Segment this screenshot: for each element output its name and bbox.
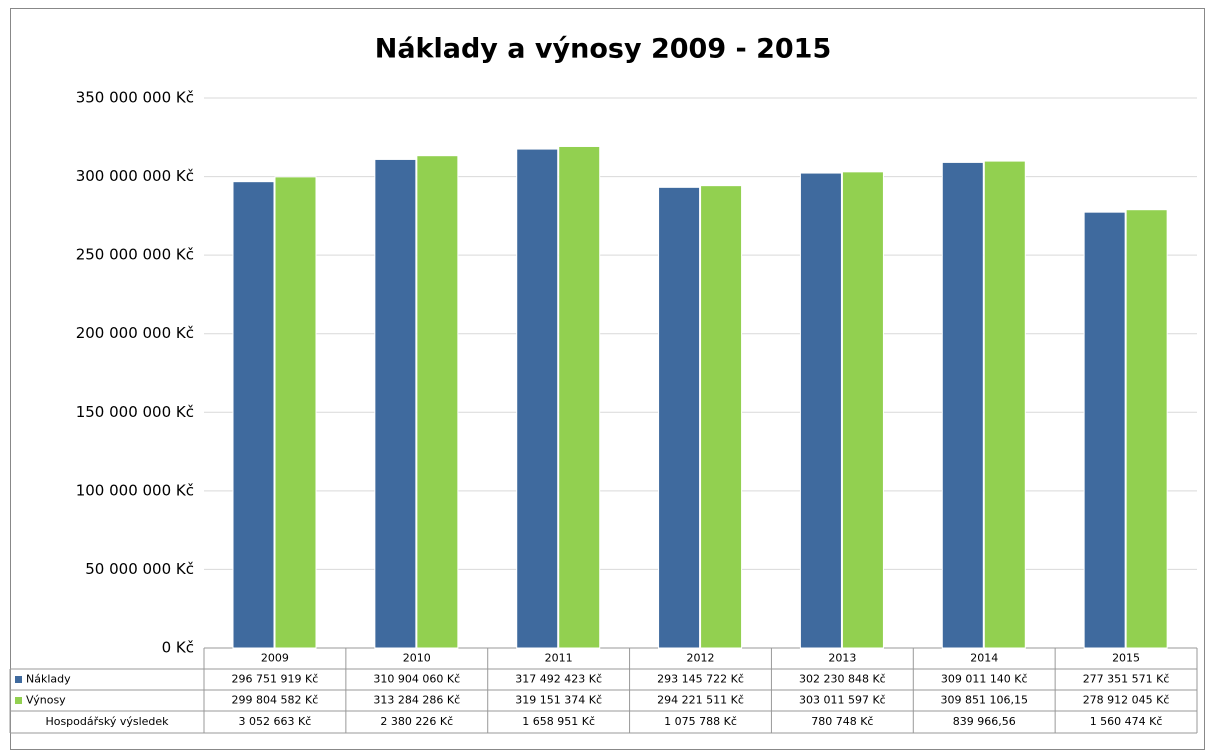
- y-tick-label: 150 000 000 Kč: [76, 403, 194, 421]
- table-cell: 302 230 848 Kč: [799, 673, 886, 686]
- y-tick-label: 100 000 000 Kč: [76, 481, 194, 499]
- bar: [416, 155, 459, 649]
- x-tick-label: 2015: [1112, 652, 1140, 665]
- bar: [658, 186, 701, 649]
- table-cell: 780 748 Kč: [811, 715, 873, 728]
- table-cell: 313 284 286 Kč: [373, 694, 460, 707]
- table-cell: 317 492 423 Kč: [515, 673, 602, 686]
- bar: [1083, 211, 1126, 649]
- table-cell: 278 912 045 Kč: [1083, 694, 1170, 707]
- bar: [274, 176, 317, 649]
- table-cell: 294 221 511 Kč: [657, 694, 744, 707]
- bar: [1125, 209, 1168, 649]
- table-cell: 319 151 374 Kč: [515, 694, 602, 707]
- table-cell: 303 011 597 Kč: [799, 694, 886, 707]
- table-cell: 277 351 571 Kč: [1083, 673, 1170, 686]
- table-cell: 310 904 060 Kč: [373, 673, 460, 686]
- y-tick-label: 350 000 000 Kč: [76, 89, 194, 107]
- bar: [700, 185, 743, 649]
- y-tick-label: 0 Kč: [162, 639, 194, 657]
- table-cell: 839 966,56: [953, 715, 1016, 728]
- table-cell: 309 851 106,15: [940, 694, 1027, 707]
- table-cell: 1 658 951 Kč: [522, 715, 595, 728]
- legend-label: Náklady: [26, 673, 71, 686]
- bar: [516, 148, 559, 649]
- table-cell: 2 380 226 Kč: [380, 715, 453, 728]
- legend-label: Výnosy: [26, 694, 66, 707]
- y-tick-label: 250 000 000 Kč: [76, 246, 194, 264]
- table-cell: 1 560 474 Kč: [1090, 715, 1163, 728]
- bar: [941, 161, 984, 649]
- table-row-label: Hospodářský výsledek: [45, 715, 169, 728]
- y-tick-label: 200 000 000 Kč: [76, 324, 194, 342]
- x-tick-label: 2014: [970, 652, 998, 665]
- x-tick-label: 2012: [687, 652, 715, 665]
- y-tick-label: 300 000 000 Kč: [76, 167, 194, 185]
- table-cell: 293 145 722 Kč: [657, 673, 744, 686]
- table-cell: 3 052 663 Kč: [239, 715, 312, 728]
- chart-title: Náklady a výnosy 2009 - 2015: [375, 34, 832, 65]
- bar: [232, 181, 275, 649]
- x-tick-label: 2010: [403, 652, 431, 665]
- bar: [841, 171, 884, 649]
- table-cell: 299 804 582 Kč: [232, 694, 319, 707]
- legend-key: [15, 676, 22, 683]
- y-tick-label: 50 000 000 Kč: [85, 560, 194, 578]
- bar: [374, 158, 417, 649]
- x-tick-label: 2013: [828, 652, 856, 665]
- bar: [558, 145, 601, 649]
- table-cell: 296 751 919 Kč: [232, 673, 319, 686]
- x-tick-label: 2011: [545, 652, 573, 665]
- legend-key: [15, 697, 22, 704]
- table-cell: 309 011 140 Kč: [941, 673, 1028, 686]
- bar: [799, 172, 842, 649]
- bar: [983, 160, 1026, 649]
- table-cell: 1 075 788 Kč: [664, 715, 737, 728]
- x-tick-label: 2009: [261, 652, 289, 665]
